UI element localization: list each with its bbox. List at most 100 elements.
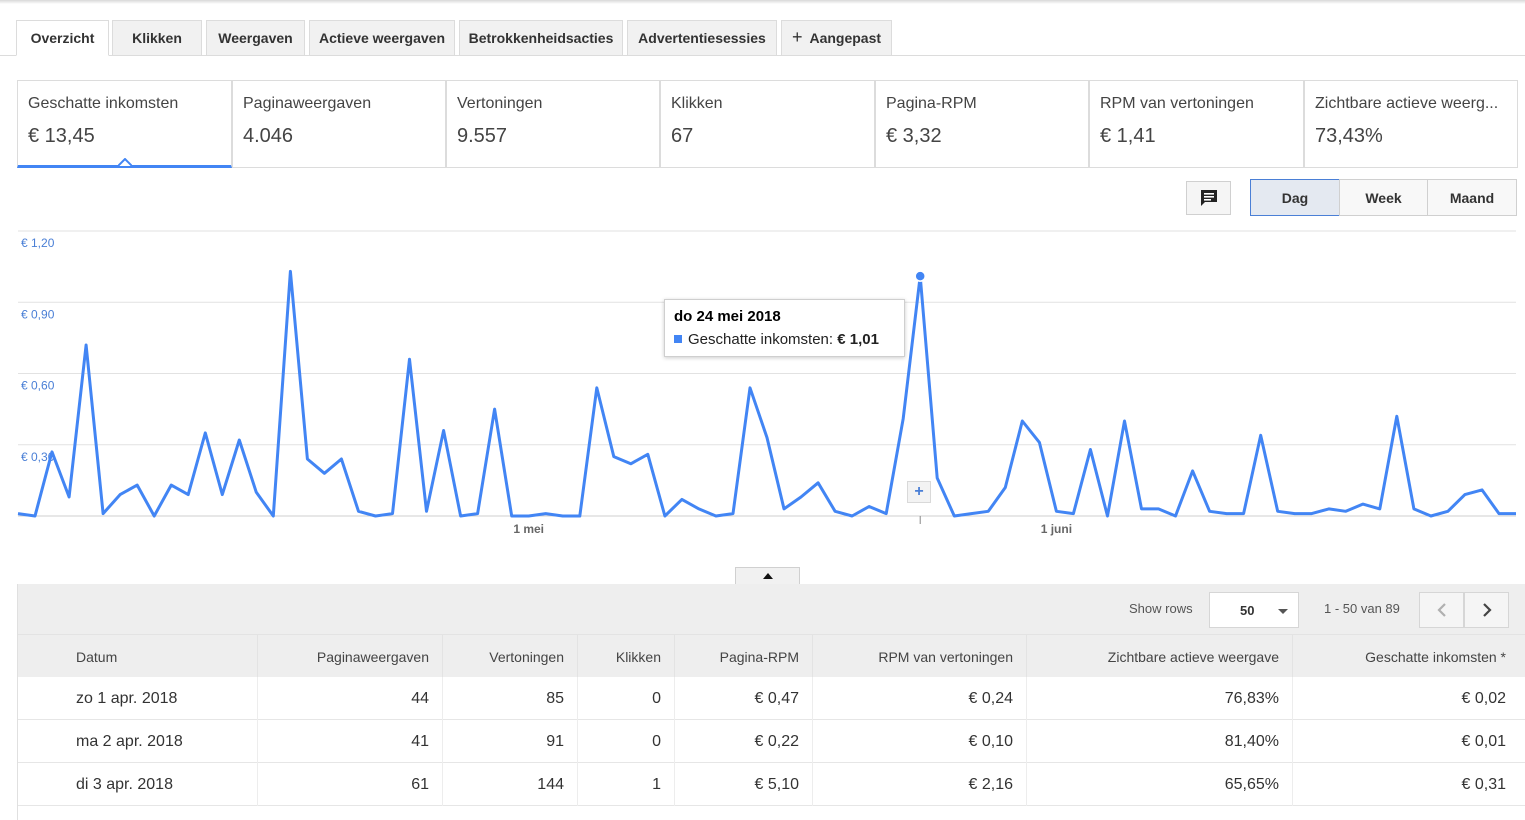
cell-pagina-rpm: € 0,47 [675, 677, 813, 720]
col-header-paginaweergaven[interactable]: Paginaweergaven [258, 635, 443, 678]
kpi-value: € 13,45 [28, 125, 95, 147]
x-tick-label: 1 mei [513, 522, 544, 536]
revenue-line-chart[interactable]: € 0,30 € 0,60 € 0,90 € 1,20 1 mei 1 juni [0, 225, 1525, 545]
kpi-value: 67 [671, 125, 694, 147]
add-annotation-button[interactable]: + [907, 481, 931, 503]
chevron-left-icon [1436, 603, 1446, 617]
tooltip-date: do 24 mei 2018 [674, 308, 781, 325]
rows-per-page-value: 50 [1240, 603, 1255, 618]
kpi-label: Geschatte inkomsten [28, 95, 179, 112]
col-header-datum[interactable]: Datum [18, 635, 258, 678]
col-header-pagina-rpm[interactable]: Pagina-RPM [675, 635, 813, 678]
period-label: Maand [1449, 189, 1495, 206]
top-shadow [0, 0, 1525, 4]
pager-info: 1 - 50 van 89 [1324, 601, 1400, 616]
active-notch-icon [118, 158, 132, 166]
cell-geschatte-inkomsten: € 0,02 [1461, 689, 1506, 707]
highlight-point [914, 270, 926, 282]
show-rows-label: Show rows [1129, 601, 1193, 616]
prev-page-button[interactable] [1419, 592, 1464, 628]
tab-label: Overzicht [30, 30, 95, 46]
report-table: Show rows 50 1 - 50 van 89 Datum Paginaw… [17, 584, 1525, 820]
kpi-vertoningen[interactable]: Vertoningen 9.557 [446, 80, 660, 168]
kpi-label: Zichtbare actieve weerg... [1315, 95, 1499, 112]
kpi-value: € 1,41 [1100, 125, 1156, 147]
table-row: ma 2 apr. 2018 41 91 0 € 0,22 € 0,10 81,40% € 0… [18, 720, 1525, 763]
tab-label: Actieve weergaven [318, 30, 446, 46]
period-label: Dag [1281, 189, 1309, 206]
y-tick-label: € 0,60 [21, 379, 55, 393]
cell-vertoningen: 91 [443, 720, 578, 763]
tab-advertentiesessies[interactable]: Advertentiesessies [627, 20, 777, 56]
cell-rpm-van-vertoningen: € 2,16 [813, 763, 1027, 806]
y-tick-label: € 0,30 [21, 450, 55, 464]
plus-icon: + [914, 483, 924, 500]
tab-klikken[interactable]: Klikken [112, 20, 202, 56]
comment-icon [1200, 190, 1217, 206]
tab-aangepast[interactable]: + Aangepast [781, 20, 892, 56]
comment-button[interactable] [1186, 181, 1231, 215]
table-header: Datum Paginaweergaven Vertoningen Klikke… [18, 634, 1525, 678]
series-line [17, 269, 1516, 518]
next-page-button[interactable] [1464, 592, 1509, 628]
col-header-rpm-van-vertoningen[interactable]: RPM van vertoningen [813, 635, 1027, 678]
cell-pagina-rpm: € 5,10 [675, 763, 813, 806]
period-dag-button[interactable]: Dag [1250, 179, 1340, 216]
kpi-label: Vertoningen [457, 95, 543, 112]
period-maand-button[interactable]: Maand [1427, 179, 1517, 216]
tooltip-series-label: Geschatte inkomsten: [688, 331, 834, 348]
kpi-value: 4.046 [243, 125, 294, 147]
kpi-paginaweergaven[interactable]: Paginaweergaven 4.046 [232, 80, 446, 168]
plus-icon: + [791, 26, 803, 47]
kpi-klikken[interactable]: Klikken 67 [660, 80, 875, 168]
tab-actieve-weergaven[interactable]: Actieve weergaven [309, 20, 455, 56]
tab-weergaven[interactable]: Weergaven [206, 20, 305, 56]
kpi-rpm-van-vertoningen[interactable]: RPM van vertoningen € 1,41 [1089, 80, 1304, 168]
kpi-cards: Geschatte inkomsten € 13,45 Paginaweerga… [17, 80, 1518, 168]
tab-overzicht[interactable]: Overzicht [16, 20, 109, 56]
chart-tooltip: do 24 mei 2018 Geschatte inkomsten: € 1,… [664, 299, 905, 357]
y-tick-label: € 1,20 [21, 236, 55, 250]
col-header-zichtbare-actieve-weergave[interactable]: Zichtbare actieve weergave [1027, 635, 1293, 678]
table-row: di 3 apr. 2018 61 144 1 € 5,10 € 2,16 65,65% € … [18, 763, 1525, 806]
tooltip-value: € 1,01 [837, 331, 879, 348]
kpi-value: 9.557 [457, 125, 508, 147]
table-toolbar: Show rows 50 1 - 50 van 89 [18, 584, 1525, 634]
kpi-pagina-rpm[interactable]: Pagina-RPM € 3,32 [875, 80, 1089, 168]
cell-rpm-van-vertoningen: € 0,10 [813, 720, 1027, 763]
kpi-geschatte-inkomsten[interactable]: Geschatte inkomsten € 13,45 [17, 80, 232, 168]
y-tick-label: € 0,90 [21, 307, 55, 321]
col-header-vertoningen[interactable]: Vertoningen [443, 635, 578, 678]
period-label: Week [1365, 189, 1402, 206]
tab-label: Advertentiesessies [638, 30, 766, 46]
cell-paginaweergaven: 41 [258, 720, 443, 763]
col-header-klikken[interactable]: Klikken [578, 635, 675, 678]
cell-zichtbare-actieve-weergave: 76,83% [1027, 677, 1293, 720]
kpi-value: 73,43% [1315, 125, 1383, 147]
collapse-chart-button[interactable] [735, 567, 800, 584]
cell-klikken: 1 [578, 763, 675, 806]
cell-zichtbare-actieve-weergave: 81,40% [1027, 720, 1293, 763]
cell-datum: ma 2 apr. 2018 [18, 720, 258, 763]
cell-vertoningen: 85 [443, 677, 578, 720]
cell-klikken: 0 [578, 720, 675, 763]
cell-geschatte-inkomsten: € 0,31 [1461, 775, 1506, 793]
tab-label: Weergaven [218, 30, 293, 46]
period-week-button[interactable]: Week [1339, 179, 1428, 216]
col-header-geschatte-inkomsten[interactable]: Geschatte inkomsten * [1365, 648, 1506, 665]
caret-up-icon [762, 573, 773, 579]
kpi-label: Pagina-RPM [886, 95, 977, 112]
x-tick-label: 1 juni [1041, 522, 1072, 536]
kpi-value: € 3,32 [886, 125, 942, 147]
cell-klikken: 0 [578, 677, 675, 720]
table-row [18, 806, 1525, 820]
cell-datum: di 3 apr. 2018 [18, 763, 258, 806]
rows-per-page-select[interactable]: 50 [1209, 592, 1299, 628]
cell-paginaweergaven: 61 [258, 763, 443, 806]
kpi-zichtbare-actieve-weergave[interactable]: Zichtbare actieve weerg... 73,43% [1304, 80, 1518, 168]
cell-paginaweergaven: 44 [258, 677, 443, 720]
tab-betrokkenheidsacties[interactable]: Betrokkenheidsacties [459, 20, 623, 56]
series-color-swatch [674, 335, 682, 343]
report-tabs: Overzicht Klikken Weergaven Actieve weer… [0, 20, 1525, 56]
cell-vertoningen: 144 [443, 763, 578, 806]
